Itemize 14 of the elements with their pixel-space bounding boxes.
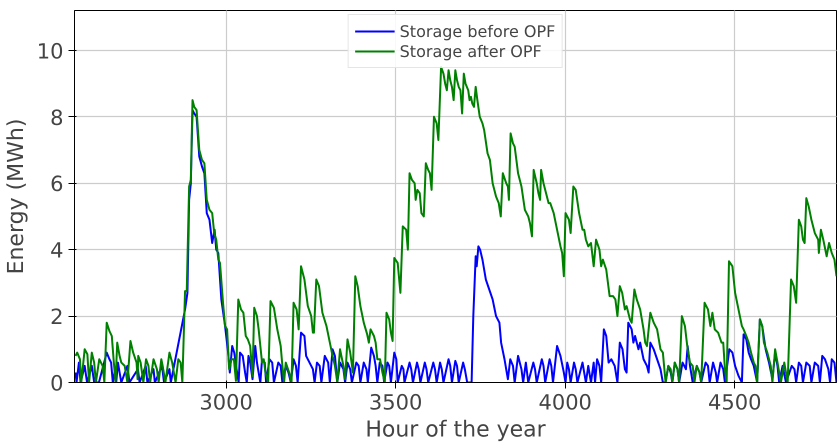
x-tick-label: 4500	[708, 390, 762, 414]
y-tick-label: 2	[50, 305, 64, 330]
legend-label: Storage before OPF	[400, 22, 556, 40]
legend-label: Storage after OPF	[400, 42, 542, 60]
y-tick-label: 10	[36, 39, 64, 64]
x-tick-label: 3000	[199, 390, 253, 414]
y-tick-label: 0	[50, 372, 64, 396]
x-tick-label: 4000	[538, 390, 592, 414]
y-tick-label: 8	[50, 106, 64, 130]
x-axis-title: Hour of the year	[365, 418, 547, 442]
y-tick-label: 6	[50, 172, 64, 196]
x-tick-label: 3500	[368, 390, 422, 414]
y-axis-title: Energy (MWh)	[4, 118, 29, 274]
y-tick-label: 4	[50, 238, 64, 263]
